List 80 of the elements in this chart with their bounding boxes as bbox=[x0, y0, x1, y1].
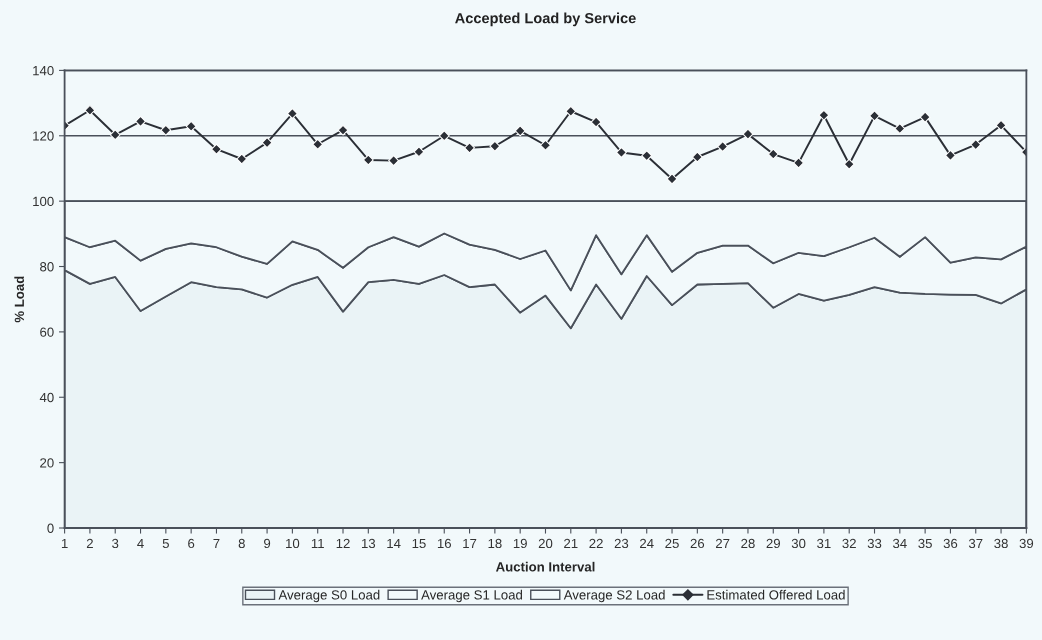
x-tick-label: 5 bbox=[162, 538, 169, 549]
legend-label: Estimated Offered Load bbox=[707, 589, 845, 600]
point bbox=[717, 141, 729, 152]
point bbox=[438, 130, 450, 142]
point bbox=[312, 138, 324, 150]
x-tick-label: 12 bbox=[336, 538, 350, 548]
x-tick-label: 7 bbox=[213, 538, 220, 548]
y-axis-title: % Load bbox=[14, 276, 25, 323]
point bbox=[211, 143, 222, 155]
point bbox=[540, 139, 551, 151]
point bbox=[286, 108, 298, 119]
x-tick-label: 17 bbox=[463, 538, 477, 548]
x-tick-label: 31 bbox=[817, 538, 831, 549]
point bbox=[514, 125, 526, 137]
y-tick-label: 80 bbox=[40, 262, 54, 272]
y-tick-label: 140 bbox=[33, 65, 54, 76]
point bbox=[160, 124, 172, 136]
x-tick-label: 10 bbox=[286, 538, 300, 549]
point bbox=[666, 173, 678, 185]
point bbox=[84, 104, 96, 116]
legend-label: Average S1 Load bbox=[421, 589, 522, 603]
x-tick-label: 33 bbox=[867, 538, 882, 549]
point bbox=[565, 105, 577, 117]
legend-label: Average S2 Load bbox=[563, 589, 665, 603]
x-tick-label: 37 bbox=[968, 538, 983, 549]
x-tick-label: 30 bbox=[791, 538, 806, 549]
point bbox=[135, 115, 146, 127]
x-tick-label: 29 bbox=[766, 538, 780, 549]
y-tick-label: 40 bbox=[39, 392, 54, 403]
chart-title: Accepted Load by Service bbox=[455, 12, 636, 27]
x-tick-label: 24 bbox=[640, 538, 654, 548]
x-tick-label: 26 bbox=[690, 538, 705, 549]
x-tick-label: 11 bbox=[311, 538, 324, 548]
point bbox=[843, 158, 855, 170]
x-axis-title: Auction Interval bbox=[495, 561, 595, 572]
point bbox=[413, 146, 425, 158]
x-tick-label: 9 bbox=[264, 538, 271, 549]
x-tick-label: 1 bbox=[61, 538, 68, 548]
x-tick-label: 20 bbox=[538, 538, 553, 549]
x-tick-label: 27 bbox=[715, 538, 730, 548]
y-tick-label: 60 bbox=[40, 327, 54, 337]
x-tick-label: 21 bbox=[564, 538, 578, 548]
x-tick-label: 32 bbox=[842, 538, 856, 549]
x-tick-label: 19 bbox=[513, 538, 527, 549]
point bbox=[590, 116, 602, 128]
y-tick-label: 20 bbox=[40, 458, 54, 468]
x-tick-label: 3 bbox=[112, 538, 119, 549]
x-tick-label: 2 bbox=[86, 538, 93, 548]
x-tick-label: 16 bbox=[437, 538, 452, 549]
x-tick-label: 28 bbox=[741, 538, 755, 549]
point bbox=[919, 111, 931, 123]
point bbox=[818, 109, 830, 121]
point bbox=[970, 139, 982, 151]
x-tick-label: 18 bbox=[488, 538, 502, 549]
x-tick-label: 25 bbox=[665, 538, 679, 549]
point bbox=[464, 142, 475, 154]
x-tick-label: 4 bbox=[137, 538, 144, 548]
x-tick-label: 15 bbox=[412, 538, 426, 549]
point bbox=[945, 149, 956, 161]
x-tick-label: 22 bbox=[589, 538, 603, 548]
x-tick-label: 13 bbox=[361, 538, 376, 549]
point bbox=[641, 150, 653, 162]
x-tick-label: 6 bbox=[188, 538, 195, 549]
point bbox=[615, 147, 627, 158]
x-tick-label: 14 bbox=[387, 538, 401, 548]
y-tick-label: 120 bbox=[33, 131, 54, 141]
y-tick-label: 100 bbox=[33, 196, 54, 207]
y-tick-label: 0 bbox=[47, 523, 54, 533]
legend-label: Average S0 Load bbox=[278, 589, 380, 603]
point bbox=[489, 140, 501, 152]
x-tick-label: 35 bbox=[918, 538, 932, 549]
x-tick-label: 34 bbox=[892, 538, 907, 549]
x-tick-label: 8 bbox=[238, 538, 245, 549]
x-tick-label: 23 bbox=[614, 538, 629, 549]
x-tick-label: 36 bbox=[943, 538, 958, 549]
point bbox=[388, 155, 400, 167]
x-tick-label: 38 bbox=[994, 538, 1008, 549]
x-tick-label: 39 bbox=[1019, 538, 1034, 549]
point bbox=[869, 110, 880, 122]
point bbox=[261, 137, 273, 149]
